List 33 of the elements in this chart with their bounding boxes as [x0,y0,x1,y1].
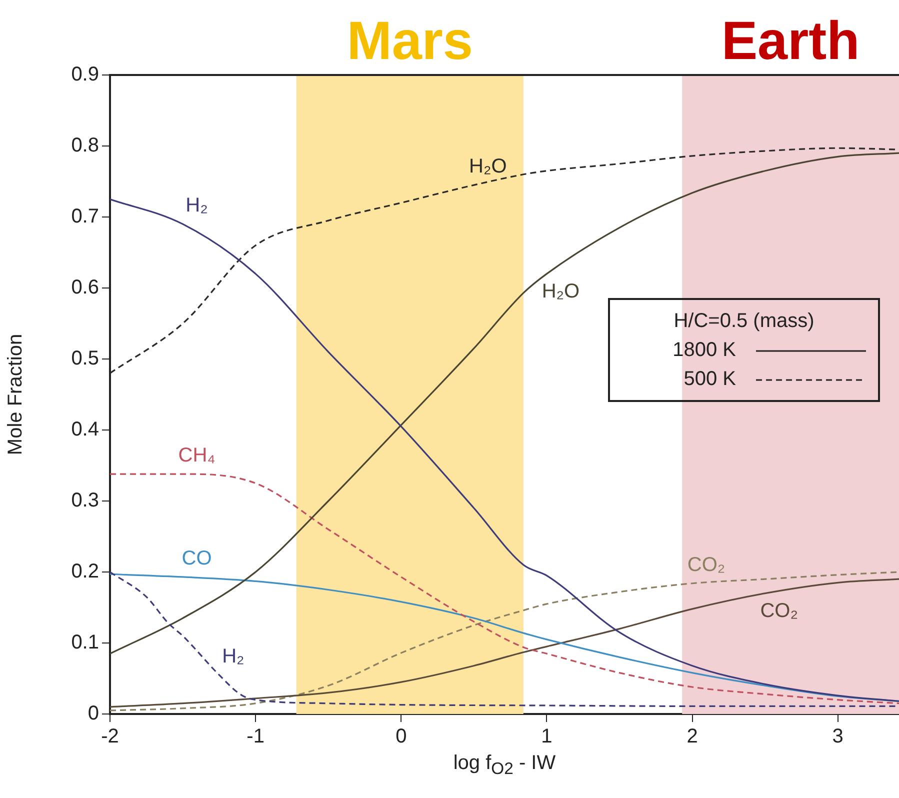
y-tick-label: 0.8 [71,134,99,157]
annotation: 1800 K [672,339,737,362]
annotation: CH₄ [178,444,216,467]
y-tick-label: 0.5 [71,348,99,370]
annotation: H₂O [542,280,580,302]
annotation: 500 K [682,368,737,391]
y-tick-label: 0.7 [71,206,99,228]
y-tick-label: 0.1 [71,632,99,654]
annotation: CO [182,547,212,570]
x-tick-label: 2 [686,726,698,748]
x-axis-title: log f$_{O2}$ - IW [452,752,557,779]
x-tick-label: 3 [832,726,844,748]
y-axis-title: Mole Fraction [4,334,27,456]
y-tick-label: 0.4 [71,418,99,441]
annotation: CO₂ [760,600,798,622]
annotation: H₂ [222,645,244,668]
y-tick-label: 0.2 [71,560,99,583]
y-tick-label: 0.6 [71,276,99,299]
line-series [110,473,899,704]
x-tick-label: -2 [101,726,119,748]
x-tick-label: 1 [541,726,552,748]
annotation: H₂ [186,194,208,217]
y-tick-label: 0 [88,702,99,725]
annotation: CO₂ [687,554,726,576]
band-label: Earth [722,10,860,71]
y-tick-label: 0.9 [71,64,99,86]
x-tick-label: 0 [396,726,407,748]
y-tick-label: 0.3 [71,490,99,512]
band-label: Mars [346,10,473,71]
line-series [110,198,899,702]
annotation: H₂O [469,156,507,178]
x-tick-label: -1 [246,726,264,748]
legend-title: H/C=0.5 (mass) [672,310,816,333]
